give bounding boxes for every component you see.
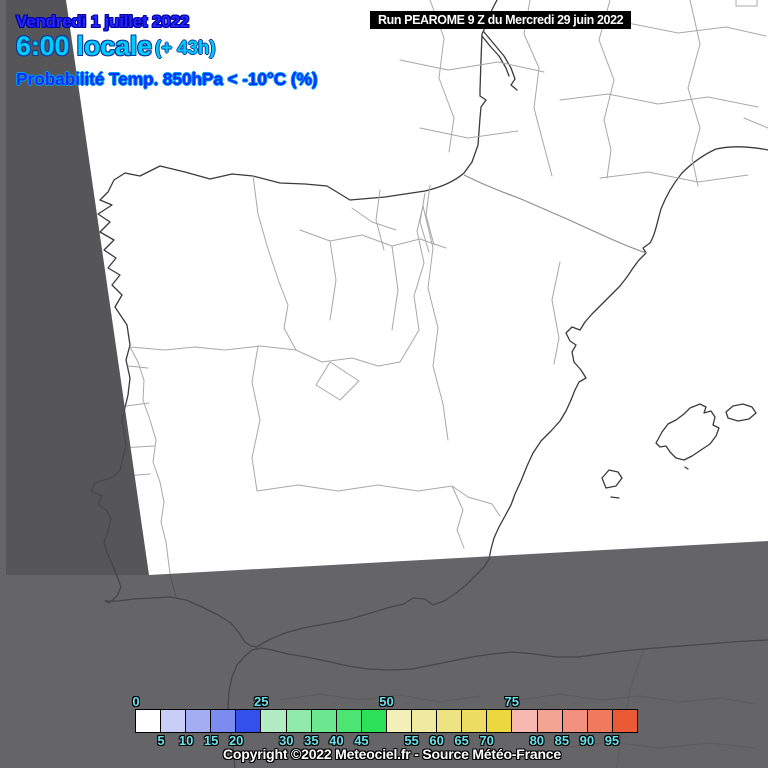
legend-cell — [461, 710, 487, 732]
legend-cell — [436, 710, 462, 732]
product-title: Probabilité Temp. 850hPa < -10°C (%) — [16, 69, 318, 89]
legend-bar — [135, 709, 638, 733]
legend-tick-label: 10 — [178, 733, 194, 748]
legend-cell — [411, 710, 437, 732]
legend-tick-label: 20 — [228, 733, 244, 748]
legend-cell — [586, 710, 612, 732]
legend-tick-label: 50 — [379, 694, 394, 709]
legend-cell — [136, 710, 161, 732]
legend-cell — [561, 710, 587, 732]
legend-tick-label: 80 — [529, 733, 545, 748]
forecast-date-label: Vendredi 1 juillet 2022 — [16, 12, 190, 31]
legend-cell — [611, 710, 637, 732]
legend-tick-label: 40 — [329, 733, 344, 748]
legend-tick-label: 30 — [279, 733, 294, 748]
run-info-box: Run PEAROME 9 Z du Mercredi 29 juin 2022 — [370, 11, 632, 29]
legend-tick-label: 85 — [554, 733, 570, 748]
legend-tick-label: 95 — [604, 733, 620, 748]
legend-cell — [511, 710, 537, 732]
legend-cell — [360, 710, 386, 732]
legend-cell — [310, 710, 336, 732]
legend-tick-label: 60 — [429, 733, 444, 748]
legend-cell — [536, 710, 562, 732]
legend-tick-label: 5 — [157, 733, 165, 748]
legend-tick-label: 55 — [404, 733, 419, 748]
color-scale-legend: 0 5 10 15 20 25 30 35 40 45 50 55 60 65 70 75 80 85 90 95 — [132, 694, 638, 750]
legend-tick-label: 0 — [132, 694, 140, 709]
legend-tick-label: 35 — [304, 733, 319, 748]
copyright-text: Copyright ©2022 Meteociel.fr - Source Mé… — [223, 746, 561, 762]
legend-tick-label: 15 — [203, 733, 219, 748]
legend-tick-label: 45 — [354, 733, 369, 748]
legend-tick-label: 65 — [454, 733, 469, 748]
legend-tick-label: 90 — [579, 733, 595, 748]
legend-cell — [385, 710, 412, 732]
legend-cell — [235, 710, 261, 732]
legend-cell — [160, 710, 186, 732]
legend-cell — [260, 710, 286, 732]
legend-cell — [285, 710, 311, 732]
forecast-offset-label: (+ 43h) — [155, 38, 216, 59]
legend-cell — [486, 710, 512, 732]
legend-tick-label: 75 — [504, 694, 519, 709]
map-dark-wedge — [6, 0, 149, 575]
forecast-time-label: 6:00 locale — [16, 31, 152, 61]
legend-cell — [185, 710, 211, 732]
legend-cell — [335, 710, 361, 732]
legend-tick-label: 70 — [479, 733, 494, 748]
legend-tick-label: 25 — [254, 694, 269, 709]
legend-cell — [210, 710, 236, 732]
